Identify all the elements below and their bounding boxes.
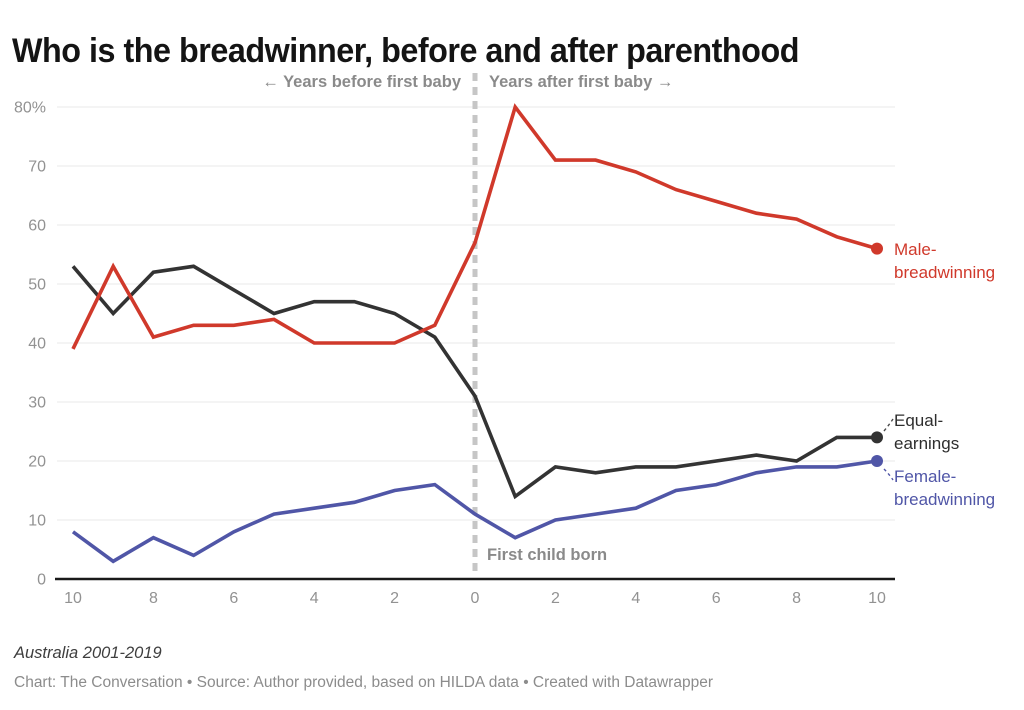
female-label-connector — [883, 468, 894, 481]
y-tick-label: 80% — [14, 100, 46, 117]
x-tick-label: 4 — [631, 590, 640, 607]
female-label-line1: Female- — [894, 467, 957, 486]
y-tick-label: 60 — [28, 218, 46, 235]
footer-note: Australia 2001-2019 — [14, 644, 162, 662]
equal-label-line1: Equal- — [894, 411, 944, 430]
male-breadwinning-label: Male- breadwinning — [894, 239, 995, 284]
x-tick-label: 6 — [229, 590, 238, 607]
page-title: Who is the breadwinner, before and after… — [12, 31, 799, 70]
y-tick-label: 40 — [28, 336, 46, 353]
x-tick-label: 6 — [712, 590, 721, 607]
equal-label-connector — [883, 418, 894, 432]
x-tick-label: 8 — [149, 590, 158, 607]
equal-earnings-label: Equal- earnings — [894, 410, 959, 455]
x-tick-label: 4 — [310, 590, 319, 607]
male-label-line1: Male- — [894, 240, 937, 259]
series-line-female — [71, 459, 878, 564]
y-tick-label: 20 — [28, 454, 46, 471]
y-tick-label: 10 — [28, 513, 46, 530]
x-tick-label: 10 — [868, 590, 886, 607]
footer-credit: Chart: The Conversation • Source: Author… — [14, 674, 713, 691]
x-tick-label: 10 — [64, 590, 82, 607]
x-tick-label: 8 — [792, 590, 801, 607]
x-tick-label: 0 — [471, 590, 480, 607]
series-line-equal — [71, 264, 877, 500]
y-tick-label: 30 — [28, 395, 46, 412]
series-end-dot-male — [871, 242, 883, 255]
x-tick-label: 2 — [551, 590, 560, 607]
series-end-dot-female — [871, 455, 883, 467]
years-before-annotation: ← Years before first baby — [262, 73, 461, 91]
first-child-born-annotation: First child born — [487, 546, 608, 564]
female-label-line2: breadwinning — [894, 489, 996, 509]
y-tick-label: 0 — [37, 572, 46, 589]
years-after-annotation: Years after first baby → — [489, 73, 674, 91]
x-tick-label: 2 — [390, 590, 399, 607]
y-tick-label: 50 — [28, 277, 46, 294]
series-end-dot-equal — [871, 431, 883, 444]
series-line-male — [71, 103, 878, 350]
y-tick-label: 70 — [28, 159, 46, 176]
male-label-line2: breadwinning — [894, 262, 996, 282]
female-breadwinning-label: Female- breadwinning — [894, 466, 995, 511]
equal-label-line2: earnings — [894, 433, 960, 453]
